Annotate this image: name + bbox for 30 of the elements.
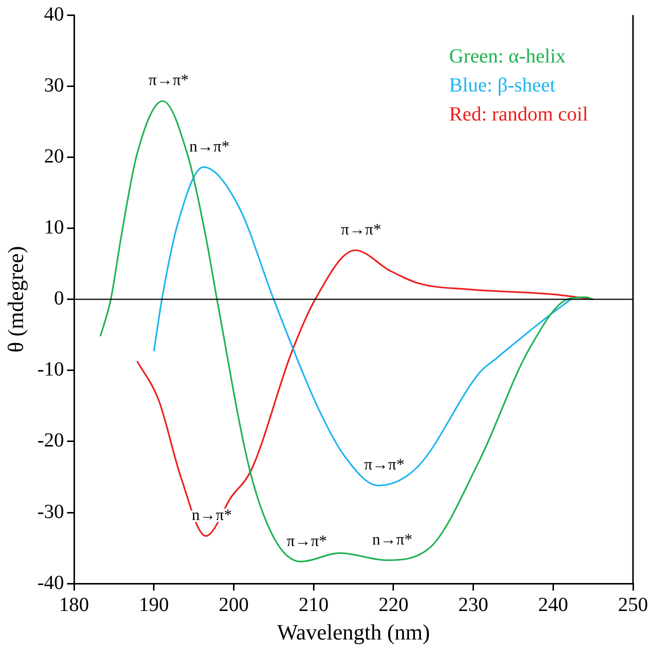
annotation: π→π*	[341, 221, 382, 238]
x-tick-label: 200	[218, 594, 249, 616]
y-axis-title: θ (mdegree)	[2, 246, 28, 353]
text: Green: α-helix	[449, 45, 566, 68]
x-tick-label: 210	[298, 594, 329, 616]
y-tick-label: -10	[37, 358, 64, 381]
annotation: π→π*	[286, 532, 327, 550]
x-tick-label: 220	[378, 594, 408, 616]
y-tick-label: -20	[37, 430, 64, 452]
y-tick-label: -30	[37, 500, 64, 523]
line-series	[100, 100, 594, 562]
x-axis-title: Wavelength (nm)	[277, 620, 430, 645]
x-tick-label: 190	[138, 594, 169, 616]
y-tick-label: 30	[44, 74, 64, 96]
y-tick-label: 40	[44, 3, 64, 26]
annotation: π→π*	[148, 72, 189, 90]
annotation: n→π*	[372, 531, 412, 548]
text: Blue: β-sheet	[449, 74, 556, 96]
y-tick-label: 10	[44, 216, 64, 238]
y-tick-label: 0	[54, 288, 64, 310]
x-tick-label: 240	[538, 594, 568, 616]
annotation: π→π*	[364, 456, 404, 474]
y-tick-label: -40	[37, 572, 64, 594]
x-tick-label: 250	[618, 594, 648, 616]
annotation: n→π*	[189, 138, 230, 156]
x-tick-label: 180	[59, 594, 90, 616]
x-tick-label: 230	[458, 594, 488, 616]
text: Red: random coil	[449, 103, 588, 126]
line-series	[153, 166, 572, 486]
y-tick-label: 20	[44, 145, 64, 168]
